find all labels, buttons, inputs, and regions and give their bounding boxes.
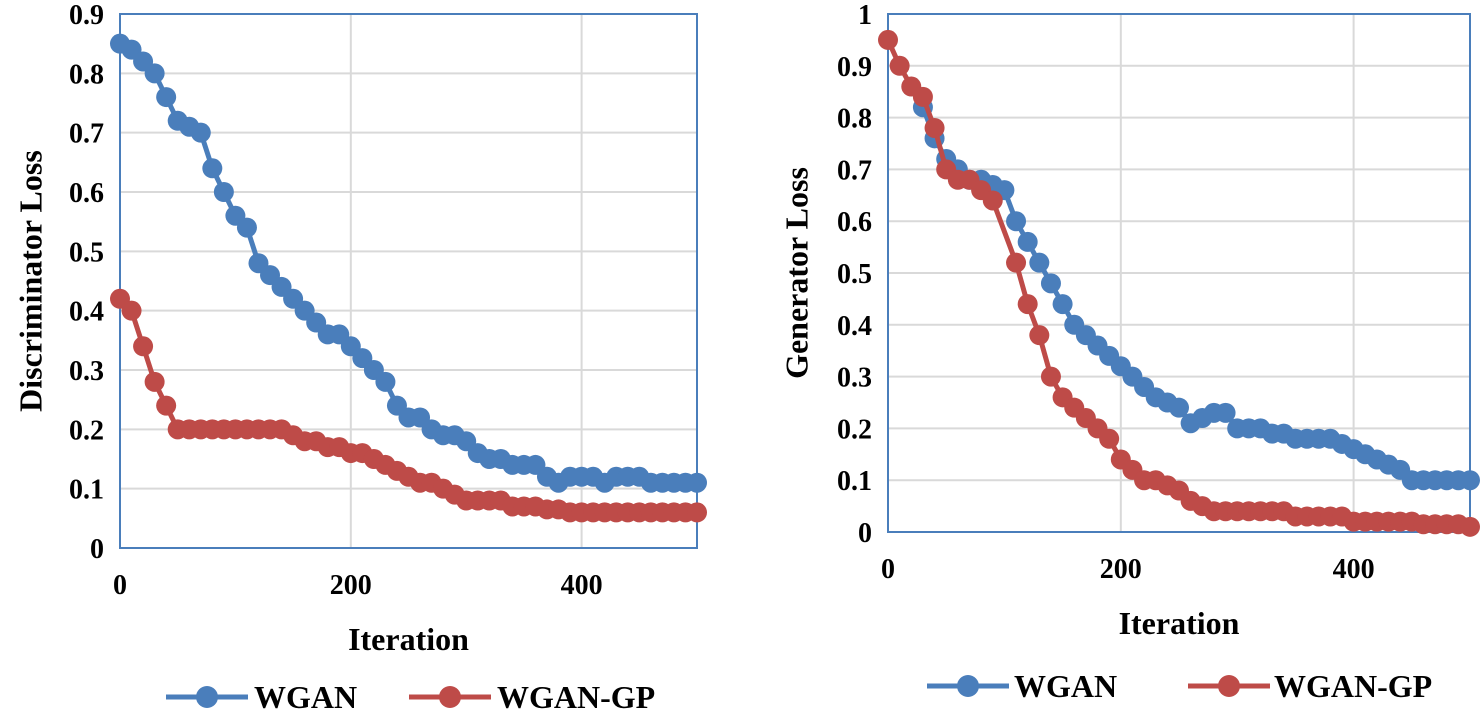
data-point-wgan xyxy=(213,182,234,202)
data-point-wgan-gp xyxy=(144,371,165,392)
legend: WGAN WGAN-GP xyxy=(166,679,655,715)
legend: WGAN WGAN-GP xyxy=(927,668,1432,704)
y-tick-label: 0.2 xyxy=(837,414,872,445)
data-point-wgan xyxy=(144,63,165,84)
data-point-wgan-gp xyxy=(121,300,142,321)
plot-frame xyxy=(887,13,1471,533)
data-point-wgan xyxy=(1215,402,1236,423)
data-point-wgan xyxy=(687,472,707,493)
data-point-wgan-gp xyxy=(1040,366,1061,387)
y-tick-label: 0.6 xyxy=(837,207,872,238)
y-axis-label: Discriminator Loss xyxy=(12,150,48,412)
data-point-wgan-gp xyxy=(1006,252,1027,273)
x-tick-label: 200 xyxy=(330,570,372,601)
data-point-wgan-gp xyxy=(1029,325,1050,346)
legend-item-wgan: WGAN xyxy=(166,679,357,715)
data-point-wgan xyxy=(1006,211,1027,232)
x-tick-label: 400 xyxy=(1333,554,1375,585)
data-point-wgan-gp xyxy=(1099,428,1120,449)
legend-item-wgan-gp: WGAN-GP xyxy=(409,679,655,715)
y-tick-label: 0 xyxy=(858,518,872,549)
data-point-wgan xyxy=(1460,470,1480,491)
legend-marker-wgan-gp xyxy=(439,686,461,708)
legend-marker-wgan xyxy=(957,675,979,697)
data-point-wgan-gp xyxy=(982,190,1003,211)
x-tick-label: 0 xyxy=(113,570,127,601)
y-tick-labels: 0 0.1 0.2 0.3 0.4 0.5 0.6 0.7 0.8 0.9 xyxy=(69,0,104,565)
legend-label-wgan: WGAN xyxy=(254,679,357,715)
x-tick-labels: 0 200 400 xyxy=(113,570,603,601)
y-tick-label: 0.4 xyxy=(837,311,872,342)
data-point-wgan xyxy=(202,158,223,179)
y-tick-label: 0.3 xyxy=(837,363,872,394)
data-point-wgan-gp xyxy=(924,117,945,138)
x-tick-label: 400 xyxy=(561,570,603,601)
y-tick-label: 0.1 xyxy=(837,466,872,497)
legend-label-wgan-gp: WGAN-GP xyxy=(1274,668,1432,704)
y-tick-label: 0.8 xyxy=(837,104,872,135)
data-point-wgan-gp xyxy=(133,336,154,357)
y-tick-label: 0.3 xyxy=(69,356,104,387)
data-point-wgan-gp xyxy=(889,55,910,76)
y-tick-label: 1 xyxy=(858,0,872,31)
data-point-wgan-gp xyxy=(687,502,707,523)
data-point-wgan-gp xyxy=(878,29,898,50)
legend-marker-wgan-gp xyxy=(1218,675,1240,697)
legend-label-wgan: WGAN xyxy=(1014,668,1117,704)
plot-frame xyxy=(119,13,698,549)
x-axis-label: Iteration xyxy=(1119,605,1240,641)
data-point-wgan xyxy=(1040,273,1061,294)
data-point-wgan xyxy=(1017,231,1038,252)
data-point-wgan xyxy=(190,122,211,143)
legend-label-wgan-gp: WGAN-GP xyxy=(497,679,655,715)
data-point-wgan-gp xyxy=(912,86,933,107)
generator-loss-chart: 0 0.1 0.2 0.3 0.4 0.5 0.6 0.7 0.8 0.9 1 0 200 400 Ge… xyxy=(778,0,1480,704)
data-point-wgan xyxy=(1029,252,1050,273)
y-tick-label: 0.6 xyxy=(69,178,104,209)
y-axis-label: Generator Loss xyxy=(778,167,814,379)
y-tick-label: 0.5 xyxy=(837,259,872,290)
discriminator-loss-chart: 0 0.1 0.2 0.3 0.4 0.5 0.6 0.7 0.8 0.9 0 200 400 Dis… xyxy=(12,0,707,715)
series-group xyxy=(878,29,1480,537)
y-tick-label: 0.7 xyxy=(837,155,872,186)
y-tick-label: 0.2 xyxy=(69,415,104,446)
data-point-wgan-gp xyxy=(1460,516,1480,537)
data-point-wgan-gp xyxy=(1017,294,1038,315)
legend-item-wgan: WGAN xyxy=(927,668,1117,704)
data-point-wgan xyxy=(1169,397,1189,418)
legend-marker-wgan xyxy=(196,686,218,708)
y-tick-label: 0 xyxy=(90,534,104,565)
legend-item-wgan-gp: WGAN-GP xyxy=(1188,668,1432,704)
y-tick-labels: 0 0.1 0.2 0.3 0.4 0.5 0.6 0.7 0.8 0.9 1 xyxy=(837,0,872,549)
x-axis-label: Iteration xyxy=(348,621,469,657)
y-tick-label: 0.5 xyxy=(69,237,104,268)
y-tick-label: 0.4 xyxy=(69,297,104,328)
y-tick-label: 0.1 xyxy=(69,475,104,506)
y-tick-label: 0.9 xyxy=(69,0,104,31)
x-tick-label: 200 xyxy=(1100,554,1142,585)
data-point-wgan xyxy=(156,87,177,108)
y-tick-label: 0.7 xyxy=(69,119,104,150)
y-tick-label: 0.9 xyxy=(837,52,872,83)
data-point-wgan xyxy=(1052,294,1073,315)
x-tick-labels: 0 200 400 xyxy=(881,554,1375,585)
data-point-wgan xyxy=(236,217,257,238)
series-group xyxy=(110,33,707,523)
data-point-wgan xyxy=(375,371,396,392)
data-point-wgan-gp xyxy=(156,395,177,416)
x-tick-label: 0 xyxy=(881,554,895,585)
y-tick-label: 0.8 xyxy=(69,59,104,90)
